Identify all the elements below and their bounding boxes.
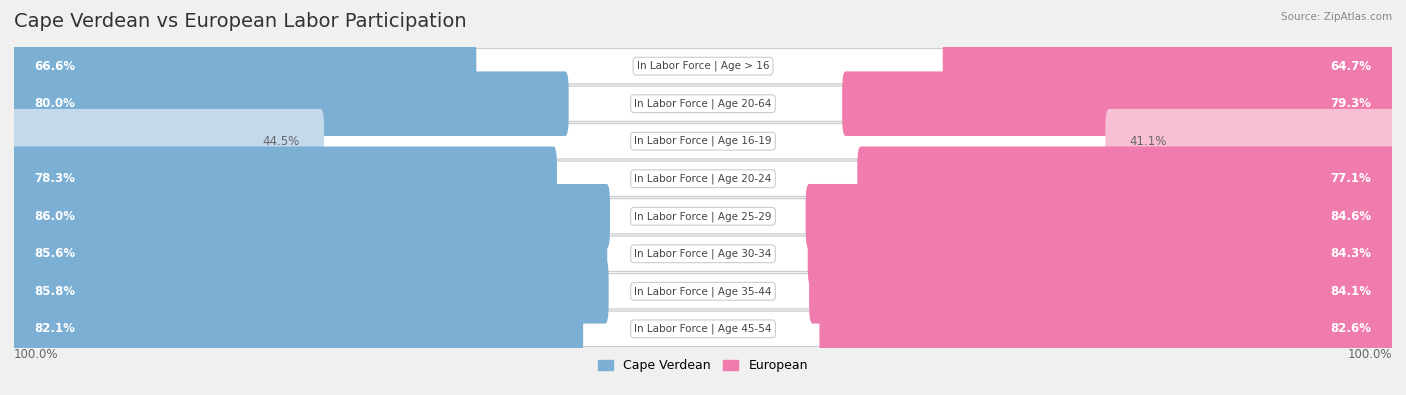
FancyBboxPatch shape — [11, 222, 607, 286]
Text: In Labor Force | Age > 16: In Labor Force | Age > 16 — [637, 61, 769, 71]
FancyBboxPatch shape — [14, 274, 1392, 309]
Text: 82.6%: 82.6% — [1330, 322, 1371, 335]
Text: 85.8%: 85.8% — [35, 285, 76, 298]
Text: 41.1%: 41.1% — [1129, 135, 1167, 148]
Text: 79.3%: 79.3% — [1330, 97, 1371, 110]
Text: 44.5%: 44.5% — [263, 135, 299, 148]
Text: 78.3%: 78.3% — [35, 172, 76, 185]
Text: 82.1%: 82.1% — [35, 322, 76, 335]
FancyBboxPatch shape — [806, 184, 1395, 248]
FancyBboxPatch shape — [14, 161, 1392, 196]
FancyBboxPatch shape — [820, 297, 1395, 361]
FancyBboxPatch shape — [11, 109, 323, 173]
FancyBboxPatch shape — [14, 124, 1392, 159]
Text: 66.6%: 66.6% — [35, 60, 76, 73]
FancyBboxPatch shape — [807, 222, 1395, 286]
FancyBboxPatch shape — [11, 147, 557, 211]
FancyBboxPatch shape — [1105, 109, 1395, 173]
Text: In Labor Force | Age 20-64: In Labor Force | Age 20-64 — [634, 98, 772, 109]
Text: 85.6%: 85.6% — [35, 247, 76, 260]
FancyBboxPatch shape — [14, 49, 1392, 84]
Text: 84.3%: 84.3% — [1330, 247, 1371, 260]
FancyBboxPatch shape — [14, 199, 1392, 234]
Text: In Labor Force | Age 30-34: In Labor Force | Age 30-34 — [634, 248, 772, 259]
Text: 86.0%: 86.0% — [35, 210, 76, 223]
Legend: Cape Verdean, European: Cape Verdean, European — [593, 354, 813, 377]
FancyBboxPatch shape — [11, 184, 610, 248]
Text: Source: ZipAtlas.com: Source: ZipAtlas.com — [1281, 12, 1392, 22]
Text: In Labor Force | Age 45-54: In Labor Force | Age 45-54 — [634, 324, 772, 334]
FancyBboxPatch shape — [14, 236, 1392, 271]
Text: 80.0%: 80.0% — [35, 97, 76, 110]
Text: In Labor Force | Age 35-44: In Labor Force | Age 35-44 — [634, 286, 772, 297]
Text: In Labor Force | Age 20-24: In Labor Force | Age 20-24 — [634, 173, 772, 184]
Text: 100.0%: 100.0% — [14, 348, 59, 361]
Text: 84.1%: 84.1% — [1330, 285, 1371, 298]
Text: 100.0%: 100.0% — [1347, 348, 1392, 361]
Text: Cape Verdean vs European Labor Participation: Cape Verdean vs European Labor Participa… — [14, 12, 467, 31]
FancyBboxPatch shape — [11, 34, 477, 98]
FancyBboxPatch shape — [11, 259, 609, 324]
FancyBboxPatch shape — [11, 297, 583, 361]
Text: 64.7%: 64.7% — [1330, 60, 1371, 73]
Text: 84.6%: 84.6% — [1330, 210, 1371, 223]
FancyBboxPatch shape — [858, 147, 1395, 211]
Text: In Labor Force | Age 16-19: In Labor Force | Age 16-19 — [634, 136, 772, 147]
Text: In Labor Force | Age 25-29: In Labor Force | Age 25-29 — [634, 211, 772, 222]
FancyBboxPatch shape — [808, 259, 1395, 324]
Text: 77.1%: 77.1% — [1330, 172, 1371, 185]
FancyBboxPatch shape — [11, 71, 568, 136]
FancyBboxPatch shape — [842, 71, 1395, 136]
FancyBboxPatch shape — [14, 86, 1392, 121]
FancyBboxPatch shape — [14, 311, 1392, 346]
FancyBboxPatch shape — [943, 34, 1395, 98]
